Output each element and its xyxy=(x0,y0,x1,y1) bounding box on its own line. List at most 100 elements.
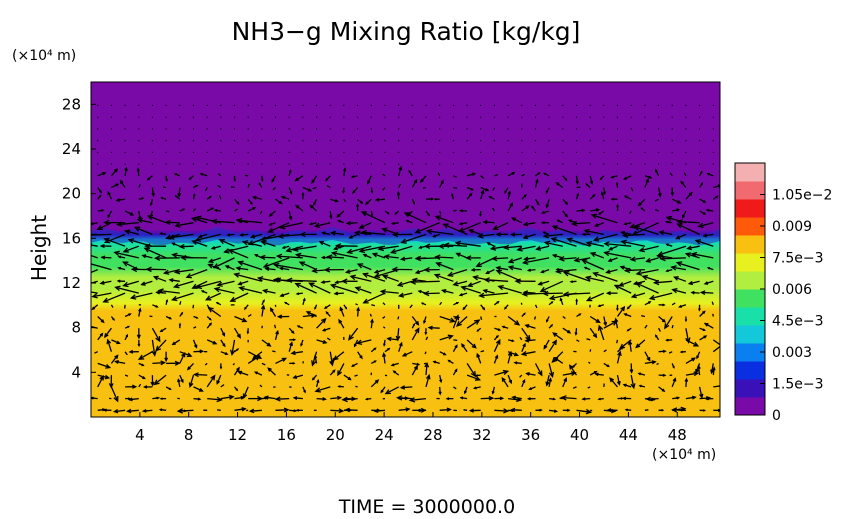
wind-arrow xyxy=(537,280,550,286)
wind-arrow xyxy=(502,244,522,251)
wind-arrow xyxy=(173,173,181,177)
wind-arrow xyxy=(275,357,288,364)
wind-arrow xyxy=(425,140,427,142)
wind-arrow xyxy=(425,151,427,153)
wind-arrow xyxy=(645,396,659,402)
wind-arrow xyxy=(423,316,427,325)
wind-arrow xyxy=(409,304,413,309)
wind-arrow xyxy=(520,350,536,357)
wind-arrow xyxy=(452,151,454,153)
wind-arrow xyxy=(115,221,139,228)
chart-title: NH3−g Mixing Ratio [kg/kg] xyxy=(232,17,581,46)
wind-arrow xyxy=(391,231,413,238)
wind-arrow xyxy=(309,204,318,212)
wind-arrow xyxy=(486,242,495,247)
wind-arrow xyxy=(302,297,306,305)
wind-arrow xyxy=(433,273,454,282)
wind-arrow xyxy=(411,327,420,341)
wind-arrow xyxy=(562,291,591,297)
wind-arrow xyxy=(562,163,564,165)
wind-arrow xyxy=(534,151,537,153)
wind-arrow xyxy=(117,255,126,259)
wind-arrow xyxy=(274,151,277,153)
wind-arrow xyxy=(656,362,659,365)
wind-arrow xyxy=(289,409,298,413)
wind-arrow xyxy=(712,366,716,376)
wind-arrow xyxy=(151,140,153,142)
wind-arrow xyxy=(548,363,555,378)
wind-arrow xyxy=(256,276,276,282)
wind-arrow xyxy=(138,140,140,142)
wind-arrow xyxy=(321,231,331,236)
wind-arrow xyxy=(439,163,441,165)
wind-arrow xyxy=(640,207,646,212)
wind-arrow xyxy=(466,163,468,165)
wind-arrow xyxy=(382,187,386,191)
wind-arrow xyxy=(405,219,413,224)
wind-arrow xyxy=(237,260,263,271)
wind-arrow xyxy=(370,379,380,388)
wind-arrow xyxy=(380,386,386,394)
wind-arrow xyxy=(168,233,194,240)
wind-arrow xyxy=(665,268,673,273)
wind-arrow xyxy=(411,178,418,188)
colorbar-segment xyxy=(735,163,765,182)
wind-arrow xyxy=(439,140,441,142)
wind-arrow xyxy=(590,213,618,224)
wind-arrow xyxy=(302,104,304,106)
wind-arrow xyxy=(97,362,112,369)
wind-arrow xyxy=(193,184,199,189)
wind-arrow xyxy=(192,116,195,118)
wind-arrow xyxy=(690,290,700,295)
wind-arrow xyxy=(658,163,660,165)
wind-arrow xyxy=(302,151,304,153)
wind-arrow xyxy=(521,151,523,153)
wind-arrow xyxy=(260,304,266,317)
wind-arrow xyxy=(261,299,265,306)
wind-arrow xyxy=(141,254,153,259)
wind-arrow xyxy=(91,292,112,299)
wind-arrow xyxy=(425,210,430,217)
wind-arrow xyxy=(521,173,526,177)
wind-arrow xyxy=(367,175,372,185)
wind-arrow xyxy=(399,256,413,262)
wind-arrow xyxy=(200,290,208,294)
wind-arrow xyxy=(644,163,646,165)
wind-arrow xyxy=(521,116,523,118)
wind-arrow xyxy=(344,268,358,274)
wind-arrow xyxy=(672,396,681,400)
wind-arrow xyxy=(616,163,619,165)
wind-arrow xyxy=(626,327,632,332)
wind-arrow xyxy=(466,128,468,130)
wind-arrow xyxy=(102,408,112,412)
wind-arrow xyxy=(685,191,693,200)
wind-arrow xyxy=(146,175,153,181)
wind-arrow xyxy=(97,194,102,200)
wind-arrow xyxy=(110,304,114,308)
wind-arrow xyxy=(242,386,249,399)
y-unit-label: (×10⁴ m) xyxy=(12,48,76,64)
wind-arrow xyxy=(320,280,331,284)
wind-arrow xyxy=(158,408,167,412)
wind-arrow xyxy=(124,163,126,165)
wind-arrow xyxy=(548,116,550,118)
wind-arrow xyxy=(233,140,236,142)
wind-arrow xyxy=(176,408,194,414)
wind-arrow xyxy=(609,377,618,388)
wind-arrow xyxy=(507,202,514,212)
wind-arrow xyxy=(329,163,331,165)
wind-arrow xyxy=(97,187,102,194)
wind-arrow xyxy=(110,168,119,177)
wind-arrow xyxy=(548,140,550,142)
colorbar-segment xyxy=(735,271,765,290)
wind-arrow xyxy=(165,128,167,130)
wind-arrow xyxy=(261,151,263,153)
wind-arrow xyxy=(573,257,591,263)
wind-arrow xyxy=(559,297,564,306)
wind-arrow xyxy=(107,190,112,200)
wind-arrow xyxy=(247,163,249,165)
wind-arrow xyxy=(480,189,485,200)
wind-arrow xyxy=(597,397,604,401)
wind-arrow xyxy=(466,104,468,106)
wind-arrow xyxy=(684,377,689,387)
